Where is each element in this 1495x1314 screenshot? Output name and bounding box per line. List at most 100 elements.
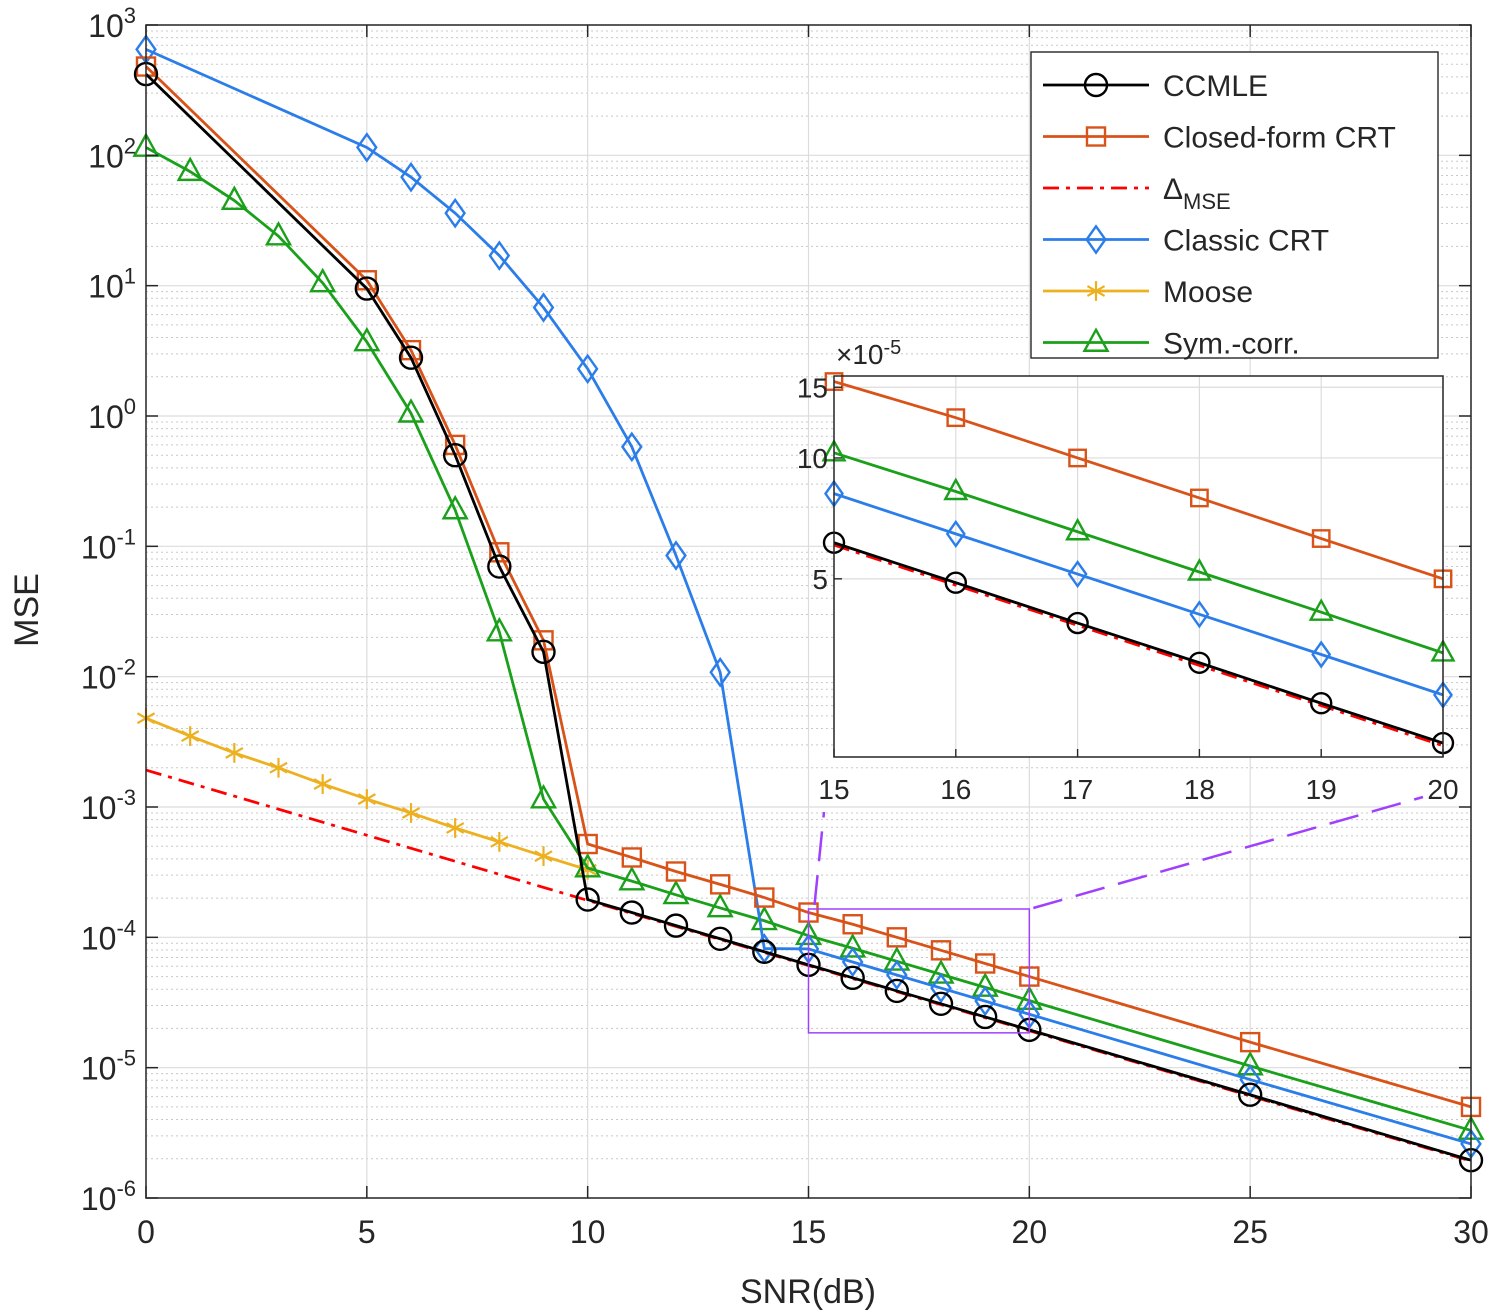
data-point-circle — [354, 276, 380, 301]
data-point-star — [181, 726, 200, 746]
inset-series-closed-form-crt — [834, 380, 1443, 581]
data-point-diamond — [1239, 1064, 1261, 1095]
data-point-star — [225, 743, 244, 763]
data-point-star — [534, 846, 553, 867]
data-point-diamond — [444, 197, 466, 229]
legend-label: Moose — [1163, 276, 1253, 309]
legend-entry-moose: Moose — [1043, 276, 1253, 309]
y-tick-label: 100 — [88, 394, 136, 435]
data-point-diamond — [356, 132, 378, 163]
legend-entry-closed-form-crt: Closed-form CRT — [1043, 122, 1396, 155]
data-point-triangle — [264, 220, 293, 246]
inset-series — [834, 380, 1443, 748]
data-point-square — [1189, 488, 1209, 508]
data-point-triangle — [662, 879, 690, 905]
inset-y-tick-label: 15 — [797, 372, 828, 403]
data-point-square — [930, 940, 952, 961]
series-ccmle — [133, 61, 1484, 1173]
data-point-circle — [972, 1004, 998, 1030]
data-point-square — [665, 861, 687, 882]
data-point-triangle — [943, 477, 969, 501]
star-stroke — [534, 850, 553, 863]
data-point-square — [621, 847, 643, 868]
series-classic-crt — [135, 34, 1482, 1160]
data-point-triangle — [883, 946, 911, 971]
inset-axes-frame — [833, 375, 1444, 758]
inset-series-classic-crt — [834, 492, 1443, 697]
x-tick-label: 5 — [358, 1214, 376, 1250]
star-stroke — [313, 778, 332, 790]
data-point-square — [1311, 529, 1331, 548]
data-point-triangle — [971, 972, 999, 997]
inset-series-ccmle — [834, 541, 1443, 745]
legend-entry-mse: ΔMSE — [1043, 173, 1231, 214]
y-tick-label: 103 — [88, 3, 136, 44]
data-point-diamond — [709, 657, 731, 688]
data-point-diamond — [930, 972, 952, 1004]
y-tick-label: 10-6 — [81, 1176, 136, 1217]
y-axis-label: MSE — [8, 573, 46, 647]
inset-series-line — [834, 451, 1443, 655]
inset-series-line — [834, 543, 1443, 748]
data-point-triangle — [1236, 1050, 1264, 1076]
data-point-circle — [619, 900, 645, 925]
inset-x-tick-label: 20 — [1427, 774, 1458, 805]
legend-entry-ccmle: CCMLE — [1043, 70, 1268, 103]
data-point-star — [313, 774, 332, 794]
data-point-diamond — [621, 431, 643, 463]
data-point-square — [754, 887, 775, 908]
inset-scale-label: ×10-5 — [836, 337, 901, 370]
legend-entry-sym-corr: Sym.-corr. — [1043, 327, 1300, 361]
inset-series-mse — [834, 543, 1443, 748]
series-line — [145, 146, 1472, 1132]
main-series — [132, 34, 1485, 1173]
data-point-triangle — [529, 783, 558, 809]
x-tick-label: 10 — [570, 1214, 606, 1250]
y-tick-label: 101 — [88, 264, 136, 305]
x-tick-label: 0 — [137, 1214, 155, 1250]
zoom-connector-line — [813, 811, 826, 906]
y-tick-label: 10-1 — [81, 524, 136, 565]
data-point-triangle — [220, 185, 248, 210]
data-point-circle — [752, 939, 777, 964]
data-point-triangle — [397, 398, 425, 423]
data-point-square — [1068, 448, 1088, 468]
inset-series-sym-corr — [834, 451, 1443, 655]
data-point-diamond — [532, 292, 555, 323]
data-point-star — [490, 831, 509, 852]
star-stroke — [1086, 285, 1106, 297]
legend: CCMLE Closed-form CRT ΔMSE Classic CRT Moose… — [1030, 51, 1439, 361]
data-point-diamond — [665, 540, 687, 571]
x-tick-label: 20 — [1012, 1214, 1048, 1250]
series-line — [145, 73, 1472, 1162]
star-stroke — [181, 730, 200, 742]
data-point-circle — [840, 965, 865, 991]
data-point-circle — [663, 913, 689, 938]
inset-background — [834, 376, 1443, 757]
y-tick-label: 10-3 — [81, 785, 136, 826]
data-point-triangle — [441, 494, 469, 520]
inset-x-tick-label: 18 — [1184, 774, 1215, 805]
star-stroke — [357, 793, 376, 805]
x-axis-label: SNR(dB) — [740, 1273, 876, 1311]
data-point-circle — [1237, 1082, 1263, 1107]
data-point-diamond — [400, 161, 422, 193]
star-stroke — [225, 747, 244, 759]
data-point-diamond — [488, 240, 511, 271]
zoom-region-box — [807, 908, 1031, 1034]
data-point-diamond — [841, 946, 864, 978]
x-tick-label: 30 — [1453, 1214, 1489, 1250]
data-point-circle — [442, 443, 468, 468]
legend-label: Closed-form CRT — [1163, 122, 1396, 155]
data-point-square — [709, 874, 731, 895]
data-point-circle — [944, 571, 967, 594]
y-tick-label: 102 — [88, 133, 136, 174]
data-point-square — [842, 914, 863, 935]
star-stroke — [490, 835, 509, 848]
data-point-star — [269, 757, 288, 778]
star-stroke — [269, 761, 288, 774]
data-point-diamond — [974, 985, 996, 1017]
data-point-square — [974, 953, 996, 974]
legend-label: Sym.-corr. — [1163, 328, 1300, 361]
